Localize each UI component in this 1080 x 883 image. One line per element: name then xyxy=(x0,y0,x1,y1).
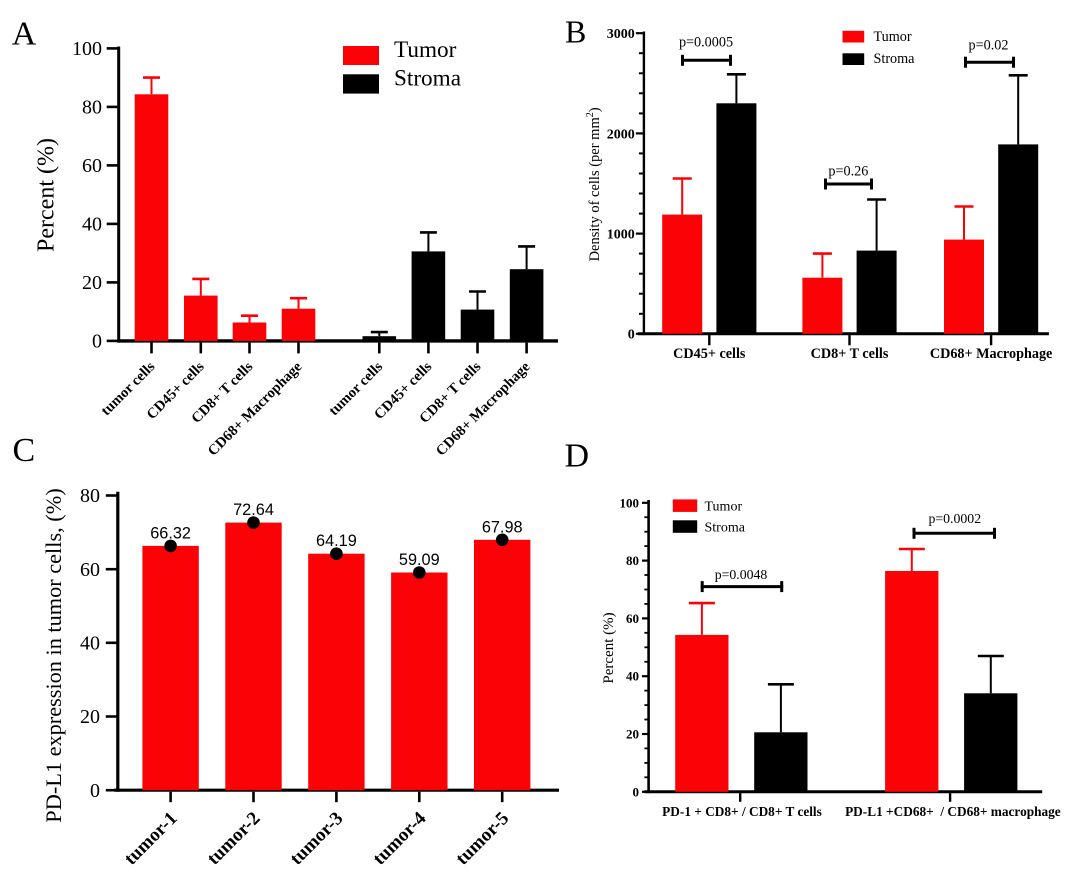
svg-text:0: 0 xyxy=(92,331,102,353)
svg-text:40: 40 xyxy=(626,669,639,684)
svg-text:67.98: 67.98 xyxy=(482,518,523,536)
svg-text:64.19: 64.19 xyxy=(316,532,357,550)
svg-text:2000: 2000 xyxy=(607,127,635,142)
svg-text:0: 0 xyxy=(90,780,100,802)
svg-text:72.64: 72.64 xyxy=(233,501,274,519)
svg-text:PD-1 + CD8+ / CD8+ T cells: PD-1 + CD8+ / CD8+ T cells xyxy=(662,804,822,819)
svg-text:40: 40 xyxy=(82,214,102,236)
svg-text:PD-L1 +CD68+ / CD68+ macropha: PD-L1 +CD68+ / CD68+ macrophage xyxy=(845,804,1061,819)
svg-text:1000: 1000 xyxy=(607,228,635,243)
svg-text:80: 80 xyxy=(80,485,100,507)
svg-text:CD45+ cells: CD45+ cells xyxy=(673,346,746,362)
svg-text:PD-L1 expression in tumor cell: PD-L1 expression in tumor cells, (%) xyxy=(41,488,66,822)
svg-text:100: 100 xyxy=(620,495,640,510)
svg-text:66.32: 66.32 xyxy=(150,524,191,542)
svg-text:Percent (%): Percent (%) xyxy=(34,138,60,252)
svg-text:D: D xyxy=(565,438,590,475)
svg-text:Stroma: Stroma xyxy=(705,520,746,535)
svg-text:60: 60 xyxy=(626,611,639,626)
svg-text:A: A xyxy=(12,16,37,53)
svg-text:Density of cells (per mm2): Density of cells (per mm2) xyxy=(585,107,603,261)
svg-text:100: 100 xyxy=(72,38,102,60)
svg-text:Tumor: Tumor xyxy=(394,37,457,63)
svg-text:B: B xyxy=(565,14,586,50)
svg-text:Tumor: Tumor xyxy=(705,500,743,515)
svg-text:p=0.0002: p=0.0002 xyxy=(928,511,981,526)
svg-text:Percent (%): Percent (%) xyxy=(601,612,617,683)
svg-text:60: 60 xyxy=(80,559,100,581)
svg-text:0: 0 xyxy=(633,784,640,799)
svg-text:CD8+ T cells: CD8+ T cells xyxy=(811,346,889,362)
svg-text:Stroma: Stroma xyxy=(874,51,916,67)
svg-text:40: 40 xyxy=(80,633,100,655)
svg-text:59.09: 59.09 xyxy=(399,551,440,569)
svg-text:3000: 3000 xyxy=(607,27,635,42)
svg-text:0: 0 xyxy=(628,328,635,343)
svg-text:Stroma: Stroma xyxy=(394,65,461,91)
svg-text:20: 20 xyxy=(82,272,102,294)
svg-text:C: C xyxy=(13,432,36,469)
svg-text:20: 20 xyxy=(80,706,100,728)
svg-text:20: 20 xyxy=(626,727,639,742)
svg-text:80: 80 xyxy=(82,97,102,119)
svg-text:p=0.0048: p=0.0048 xyxy=(715,567,768,582)
svg-text:60: 60 xyxy=(82,155,102,177)
svg-text:p=0.26: p=0.26 xyxy=(828,164,868,180)
svg-text:p=0.02: p=0.02 xyxy=(969,37,1009,53)
svg-text:80: 80 xyxy=(626,553,639,568)
svg-text:p=0.0005: p=0.0005 xyxy=(679,35,733,51)
svg-text:CD68+ Macrophage: CD68+ Macrophage xyxy=(930,346,1053,362)
svg-text:Tumor: Tumor xyxy=(874,29,912,45)
